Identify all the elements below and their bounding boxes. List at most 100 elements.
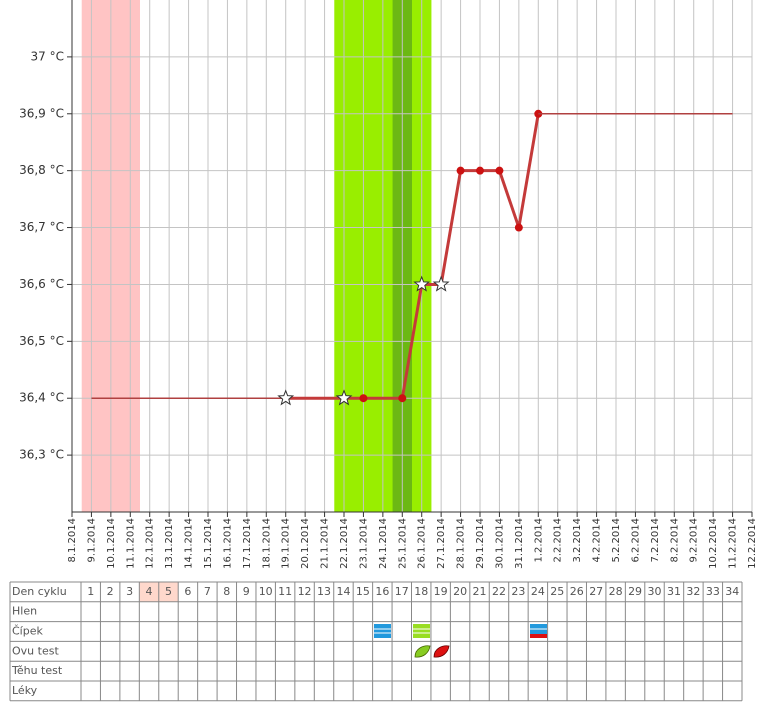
cycle-day: 4 bbox=[146, 585, 153, 598]
star-point bbox=[413, 275, 431, 292]
x-tick-label: 5.2.2014 bbox=[611, 518, 622, 563]
cycle-day: 8 bbox=[223, 585, 230, 598]
dot-point bbox=[495, 166, 504, 175]
cycle-day: 26 bbox=[570, 585, 584, 598]
x-tick-label: 21.1.2014 bbox=[320, 518, 331, 569]
cycle-day: 28 bbox=[609, 585, 623, 598]
lines bbox=[91, 109, 733, 406]
star-point bbox=[277, 389, 295, 406]
cycle-day: 2 bbox=[107, 585, 114, 598]
x-tick-label: 13.1.2014 bbox=[164, 518, 175, 569]
dot-point bbox=[359, 394, 368, 403]
cycle-day: 5 bbox=[165, 585, 172, 598]
cell-highlight bbox=[139, 582, 159, 602]
row-label: Těhu test bbox=[11, 664, 63, 677]
x-tick-label: 22.1.2014 bbox=[339, 518, 350, 569]
cycle-day: 12 bbox=[298, 585, 312, 598]
row-label: Čípek bbox=[12, 625, 43, 638]
x-tick-label: 20.1.2014 bbox=[300, 518, 311, 569]
cycle-day: 13 bbox=[317, 585, 331, 598]
cycle-day: 3 bbox=[126, 585, 133, 598]
cycle-day: 33 bbox=[706, 585, 720, 598]
x-tick-label: 23.1.2014 bbox=[358, 518, 369, 569]
y-tick-label: 36,8 °C bbox=[19, 163, 64, 177]
x-tick-label: 16.1.2014 bbox=[222, 518, 233, 569]
cycle-day: 24 bbox=[531, 585, 545, 598]
y-tick-label: 37 °C bbox=[31, 49, 64, 63]
cycle-day: 32 bbox=[686, 585, 700, 598]
x-tick-label: 18.1.2014 bbox=[261, 518, 272, 569]
cycle-day: 20 bbox=[453, 585, 467, 598]
dot-point bbox=[398, 394, 407, 403]
x-tick-label: 15.1.2014 bbox=[203, 518, 214, 569]
cell-highlight bbox=[158, 582, 179, 602]
dot-point bbox=[476, 166, 484, 175]
cycle-day: 18 bbox=[414, 585, 428, 598]
row-label: Léky bbox=[12, 684, 38, 697]
x-tick-label: 9.2.2014 bbox=[689, 518, 700, 563]
x-tick-label: 11.1.2014 bbox=[125, 518, 136, 569]
y-tick-label: 36,9 °C bbox=[19, 106, 64, 120]
y-tick-label: 36,7 °C bbox=[19, 220, 64, 234]
x-tick-label: 28.1.2014 bbox=[456, 518, 467, 569]
cycle-day: 25 bbox=[550, 585, 564, 598]
x-tick-label: 3.2.2014 bbox=[572, 518, 583, 563]
x-tick-label: 7.2.2014 bbox=[650, 518, 661, 563]
y-tick-label: 36,4 °C bbox=[19, 391, 64, 405]
grid: 8.1.2014 9.1.2014 10.1.2014 11.1.2014 12.1.2… bbox=[19, 0, 758, 569]
x-tick-label: 24.1.2014 bbox=[378, 518, 389, 569]
dot-point bbox=[514, 223, 523, 232]
x-tick-label: 12.2.2014 bbox=[747, 518, 758, 569]
cycle-day: 7 bbox=[204, 585, 211, 598]
icons bbox=[374, 624, 547, 658]
cycle-day: 15 bbox=[356, 585, 370, 598]
ovu-test-green bbox=[414, 645, 431, 658]
cycle-day: 19 bbox=[434, 585, 448, 598]
cycle-day: 14 bbox=[336, 585, 350, 598]
cervix-icon bbox=[530, 624, 547, 638]
x-tick-label: 10.2.2014 bbox=[708, 518, 719, 569]
x-tick-label: 25.1.2014 bbox=[397, 518, 408, 569]
x-tick-label: 1.2.2014 bbox=[533, 518, 544, 563]
cycle-day: 17 bbox=[395, 585, 409, 598]
cycle-day: 1 bbox=[87, 585, 94, 598]
cycle-day: 11 bbox=[278, 585, 292, 598]
x-tick-label: 4.2.2014 bbox=[592, 518, 603, 563]
x-tick-label: 2.2.2014 bbox=[553, 518, 564, 563]
bands bbox=[81, 0, 432, 512]
x-tick-label: 11.2.2014 bbox=[728, 518, 739, 569]
x-tick-label: 29.1.2014 bbox=[475, 518, 486, 569]
x-tick-label: 30.1.2014 bbox=[494, 518, 505, 569]
cervix-icon bbox=[413, 624, 430, 638]
dot-point bbox=[456, 166, 465, 175]
row-label: Den cyklu bbox=[12, 585, 67, 598]
cycle-day: 21 bbox=[473, 585, 487, 598]
cycle-day: 31 bbox=[667, 585, 681, 598]
x-tick-label: 9.1.2014 bbox=[86, 518, 97, 563]
x-tick-label: 14.1.2014 bbox=[184, 518, 195, 569]
x-tick-label: 8.1.2014 bbox=[67, 518, 78, 563]
y-tick-label: 36,5 °C bbox=[19, 334, 64, 348]
table: Den cyklu Hlen Čípek Ovu test Těhu test Léky 1… bbox=[9, 581, 743, 702]
cycle-day: 34 bbox=[725, 585, 739, 598]
y-tick-label: 36,6 °C bbox=[19, 277, 64, 291]
x-tick-label: 19.1.2014 bbox=[281, 518, 292, 569]
x-tick-label: 8.2.2014 bbox=[669, 518, 680, 563]
y-tick-label: 36,3 °C bbox=[19, 448, 64, 462]
cycle-day: 16 bbox=[375, 585, 389, 598]
row-label: Ovu test bbox=[12, 644, 59, 657]
ovu-test-red bbox=[433, 645, 450, 658]
cervix-icon bbox=[374, 624, 391, 638]
cycle-day: 10 bbox=[259, 585, 273, 598]
cycle-day: 22 bbox=[492, 585, 506, 598]
cycle-day: 9 bbox=[243, 585, 250, 598]
row-label: Hlen bbox=[12, 605, 37, 618]
cycle-day: 23 bbox=[511, 585, 525, 598]
x-tick-label: 27.1.2014 bbox=[436, 518, 447, 569]
star-point bbox=[432, 275, 450, 292]
x-tick-label: 12.1.2014 bbox=[145, 518, 156, 569]
cycle-day: 29 bbox=[628, 585, 642, 598]
star-point bbox=[335, 389, 353, 406]
x-tick-label: 31.1.2014 bbox=[514, 518, 525, 569]
